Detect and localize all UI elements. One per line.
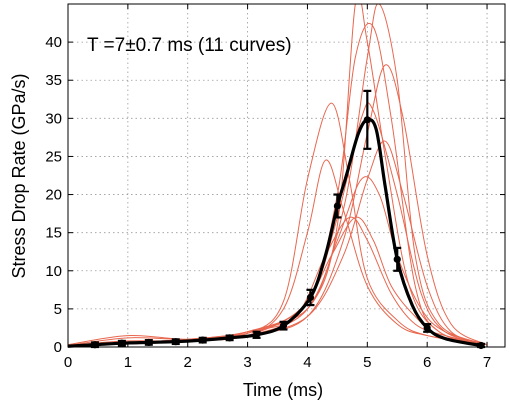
mean-point [145, 338, 153, 347]
mean-point [393, 255, 401, 263]
mean-point [118, 339, 126, 347]
error-bar [423, 323, 432, 333]
error-bar [144, 338, 153, 347]
mean-curve-group [67, 89, 486, 350]
error-bar [333, 193, 342, 219]
y-tick-label: 25 [45, 148, 62, 165]
y-tick-label: 20 [45, 187, 62, 204]
mean-point [423, 324, 431, 332]
x-tick-label: 0 [64, 354, 72, 371]
individual-curve [68, 216, 488, 346]
x-tick-label: 4 [303, 354, 311, 371]
x-tick-label: 3 [243, 354, 251, 371]
y-tick-label: 5 [54, 301, 62, 318]
error-bar [477, 341, 486, 350]
error-bar [171, 338, 180, 346]
y-tick-label: 40 [45, 34, 62, 51]
x-tick-label: 7 [483, 354, 491, 371]
mean-point [363, 116, 371, 124]
mean-point [172, 338, 180, 346]
mean-point [226, 334, 234, 342]
x-axis-title: Time (ms) [243, 380, 323, 400]
mean-point [477, 341, 485, 350]
plot-frame [67, 3, 506, 348]
y-tick-label: 10 [45, 263, 62, 280]
x-tick-label: 1 [124, 354, 132, 371]
y-tick-label: 15 [45, 225, 62, 242]
error-bar [225, 334, 234, 342]
ticks [67, 4, 505, 348]
y-tick-label: 35 [45, 72, 62, 89]
mean-point [199, 336, 207, 344]
y-axis-title: Stress Drop Rate (GPa/s) [9, 73, 29, 278]
curves-annotation: T =7±0.7 ms (11 curves) [87, 35, 292, 56]
error-bar [117, 339, 126, 347]
x-tick-label: 5 [363, 354, 371, 371]
x-tick-label: 2 [184, 354, 192, 371]
mean-point [333, 202, 341, 210]
y-tick-label: 0 [54, 339, 62, 356]
mean-point [279, 322, 288, 330]
grid [67, 4, 505, 348]
mean-point [306, 293, 315, 302]
x-tick-label: 6 [423, 354, 431, 371]
error-bar [363, 89, 372, 150]
error-bar [198, 336, 207, 344]
error-bar [252, 330, 261, 339]
tick-labels: 0 1 2 3 4 5 6 7 0 5 10 15 20 25 30 35 40 [45, 34, 491, 371]
individual-curve [68, 64, 488, 346]
mean-point [252, 331, 261, 339]
error-bar [306, 288, 315, 307]
error-bar [279, 320, 288, 331]
individual-curve [68, 176, 488, 346]
y-tick-label: 30 [45, 110, 62, 127]
error-bar [393, 246, 402, 272]
mean-curve [67, 117, 482, 348]
